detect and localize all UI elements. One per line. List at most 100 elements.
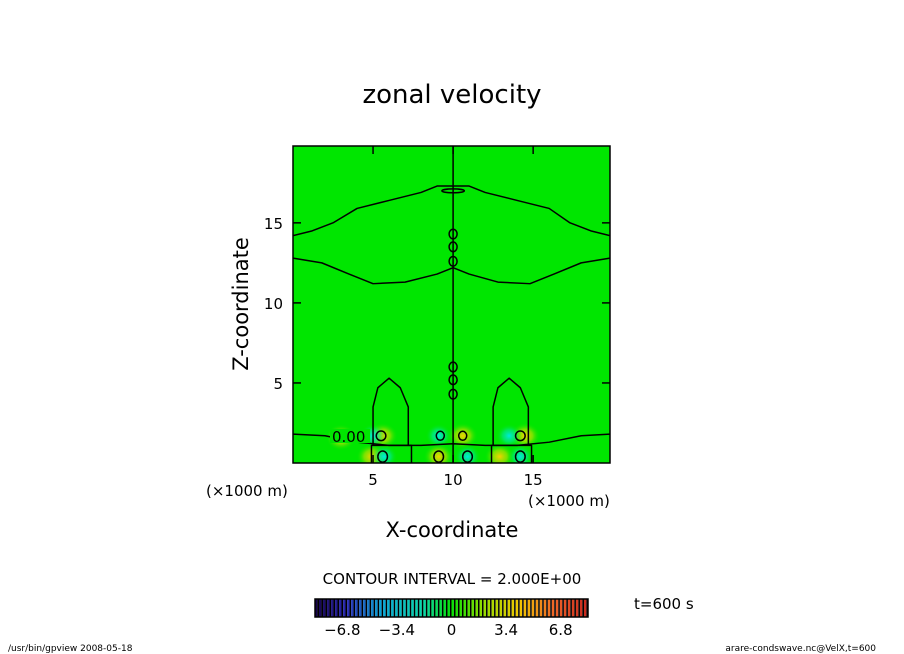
colorbar-band	[551, 599, 555, 617]
colorbar-band-gap	[409, 599, 412, 617]
colorbar-band	[435, 599, 438, 617]
colorbar-band-gap	[385, 599, 388, 617]
colorbar-band	[483, 599, 487, 617]
colorbar-band	[503, 599, 507, 617]
closed-contour	[448, 241, 458, 253]
y-tick-label: 5	[273, 375, 283, 393]
colorbar-band-gap	[325, 599, 328, 617]
colorbar-band-gap	[321, 599, 324, 617]
colorbar-band-gap	[337, 599, 340, 617]
colorbar-band-gap	[506, 599, 508, 617]
colorbar-band-gap	[562, 599, 564, 617]
colorbar-tick-label: 0	[447, 621, 457, 639]
x-axis-label: X-coordinate	[386, 518, 519, 542]
colorbar-band	[471, 599, 474, 617]
colorbar-band-gap	[542, 599, 544, 617]
positive-spot	[447, 422, 478, 449]
colorbar-band-gap	[582, 599, 584, 617]
colorbar-band-gap	[413, 599, 416, 617]
colorbar-band-gap	[449, 599, 452, 617]
colorbar-tick-label: 3.4	[494, 621, 518, 639]
colorbar-band-gap	[457, 599, 460, 617]
x-tick-label: 15	[524, 471, 543, 489]
colorbar-band	[351, 599, 354, 617]
colorbar-band-gap	[461, 599, 464, 617]
colorbar-band-gap	[381, 599, 384, 617]
closed-contour	[448, 388, 458, 400]
colorbar-band	[439, 599, 442, 617]
colorbar-band-gap	[490, 599, 492, 617]
colorbar-band	[459, 599, 462, 617]
colorbar-band-gap	[453, 599, 456, 617]
colorbar-band-gap	[530, 599, 532, 617]
closed-contour	[448, 228, 458, 240]
colorbar-band-gap	[586, 599, 588, 617]
colorbar-band	[431, 599, 434, 617]
x-axis-ticks: 5 10 15	[368, 146, 543, 489]
x-tick-label: 5	[368, 471, 378, 489]
colorbar-band	[443, 599, 446, 617]
colorbar-band-gap	[477, 599, 480, 617]
colorbar-band	[559, 599, 563, 617]
colorbar-band-gap	[333, 599, 336, 617]
colorbar-band	[415, 599, 418, 617]
colorbar-band	[403, 599, 406, 617]
colorbar-band-gap	[389, 599, 392, 617]
colorbar-band	[323, 599, 326, 617]
colorbar-band	[347, 599, 350, 617]
negative-spot	[496, 423, 523, 448]
colorbar-band	[407, 599, 410, 617]
colorbar-band	[511, 599, 515, 617]
y-tick-label: 10	[264, 295, 283, 313]
colorbar-band	[527, 599, 531, 617]
colorbar-band-gap	[494, 599, 496, 617]
y-axis-ticks: 5 10 15	[264, 215, 610, 393]
colorbar-bands	[315, 599, 588, 617]
negative-spot	[371, 444, 398, 463]
colorbar-band	[379, 599, 382, 617]
colorbar-band	[571, 599, 575, 617]
closed-contour	[441, 188, 466, 194]
colorbar-band	[487, 599, 491, 617]
colorbar-band-gap	[482, 599, 484, 617]
colorbar-band	[523, 599, 527, 617]
chart-title: zonal velocity	[362, 80, 541, 110]
colorbar-band-gap	[437, 599, 440, 617]
y-unit-label: (×1000 m)	[206, 482, 288, 500]
closed-contour	[448, 374, 458, 386]
colorbar-band	[479, 599, 483, 617]
closed-contour	[435, 430, 446, 442]
colorbar-band-gap	[538, 599, 540, 617]
contour-label: 0.00	[332, 428, 365, 446]
colorbar-band	[455, 599, 458, 617]
colorbar-band	[331, 599, 334, 617]
colorbar-band-gap	[421, 599, 424, 617]
colorbar-band	[575, 599, 579, 617]
colorbar-band-gap	[578, 599, 580, 617]
plot-area: 0.00	[292, 145, 611, 464]
colorbar-band	[531, 599, 535, 617]
colorbar-band-gap	[465, 599, 468, 617]
colorbar-band	[495, 599, 499, 617]
colorbar-band	[355, 599, 358, 617]
colorbar-band	[419, 599, 422, 617]
colorbar-band	[383, 599, 386, 617]
colorbar-band	[319, 599, 322, 617]
colorbar-band-gap	[405, 599, 408, 617]
contour-line-left-dome	[372, 377, 410, 446]
colorbar-band	[339, 599, 342, 617]
colorbar-band	[583, 599, 587, 617]
colorbar-band-gap	[345, 599, 348, 617]
colorbar-band-gap	[341, 599, 344, 617]
colorbar-band	[343, 599, 346, 617]
colorbar-band	[467, 599, 470, 617]
colorbar-band	[475, 599, 478, 617]
footer-right: arare-condswave.nc@VelX,t=600	[725, 644, 876, 654]
colorbar-band-gap	[473, 599, 476, 617]
colorbar-band	[499, 599, 503, 617]
colorbar-band	[563, 599, 567, 617]
closed-contour	[448, 361, 458, 373]
colorbar-band-gap	[554, 599, 556, 617]
colorbar-band-gap	[534, 599, 536, 617]
